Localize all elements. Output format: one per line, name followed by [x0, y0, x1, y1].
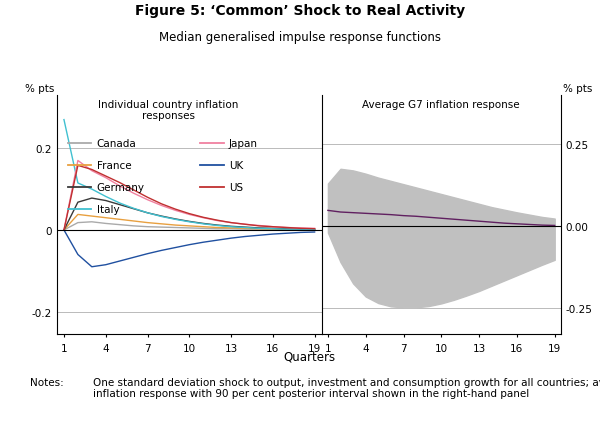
Text: Japan: Japan: [229, 138, 258, 149]
Text: Median generalised impulse response functions: Median generalised impulse response func…: [159, 31, 441, 43]
Text: Figure 5: ‘Common’ Shock to Real Activity: Figure 5: ‘Common’ Shock to Real Activit…: [135, 4, 465, 18]
Text: Canada: Canada: [97, 138, 136, 149]
Text: % pts: % pts: [563, 83, 592, 93]
Text: US: US: [229, 182, 243, 193]
Text: France: France: [97, 161, 131, 170]
Text: Individual country inflation
responses: Individual country inflation responses: [98, 99, 238, 121]
Text: Average G7 inflation response: Average G7 inflation response: [362, 99, 520, 109]
Text: Germany: Germany: [97, 182, 145, 193]
Text: % pts: % pts: [25, 83, 55, 93]
Text: Italy: Italy: [97, 204, 119, 214]
Text: One standard deviation shock to output, investment and consumption growth for al: One standard deviation shock to output, …: [93, 377, 600, 399]
Text: Notes:: Notes:: [30, 377, 64, 387]
Text: Quarters: Quarters: [283, 350, 335, 363]
Text: UK: UK: [229, 161, 243, 170]
